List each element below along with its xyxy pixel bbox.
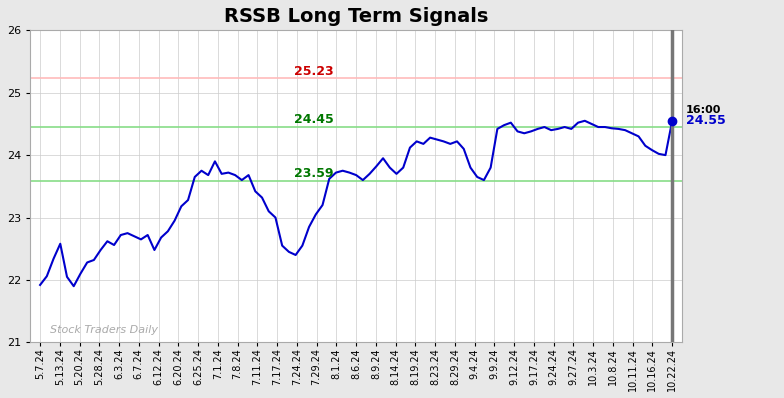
Title: RSSB Long Term Signals: RSSB Long Term Signals bbox=[224, 7, 488, 26]
Text: 23.59: 23.59 bbox=[294, 167, 334, 180]
Text: 25.23: 25.23 bbox=[294, 64, 334, 78]
Text: Stock Traders Daily: Stock Traders Daily bbox=[50, 325, 158, 335]
Text: 24.55: 24.55 bbox=[686, 114, 726, 127]
Text: 16:00: 16:00 bbox=[686, 105, 721, 115]
Text: 24.45: 24.45 bbox=[294, 113, 334, 126]
